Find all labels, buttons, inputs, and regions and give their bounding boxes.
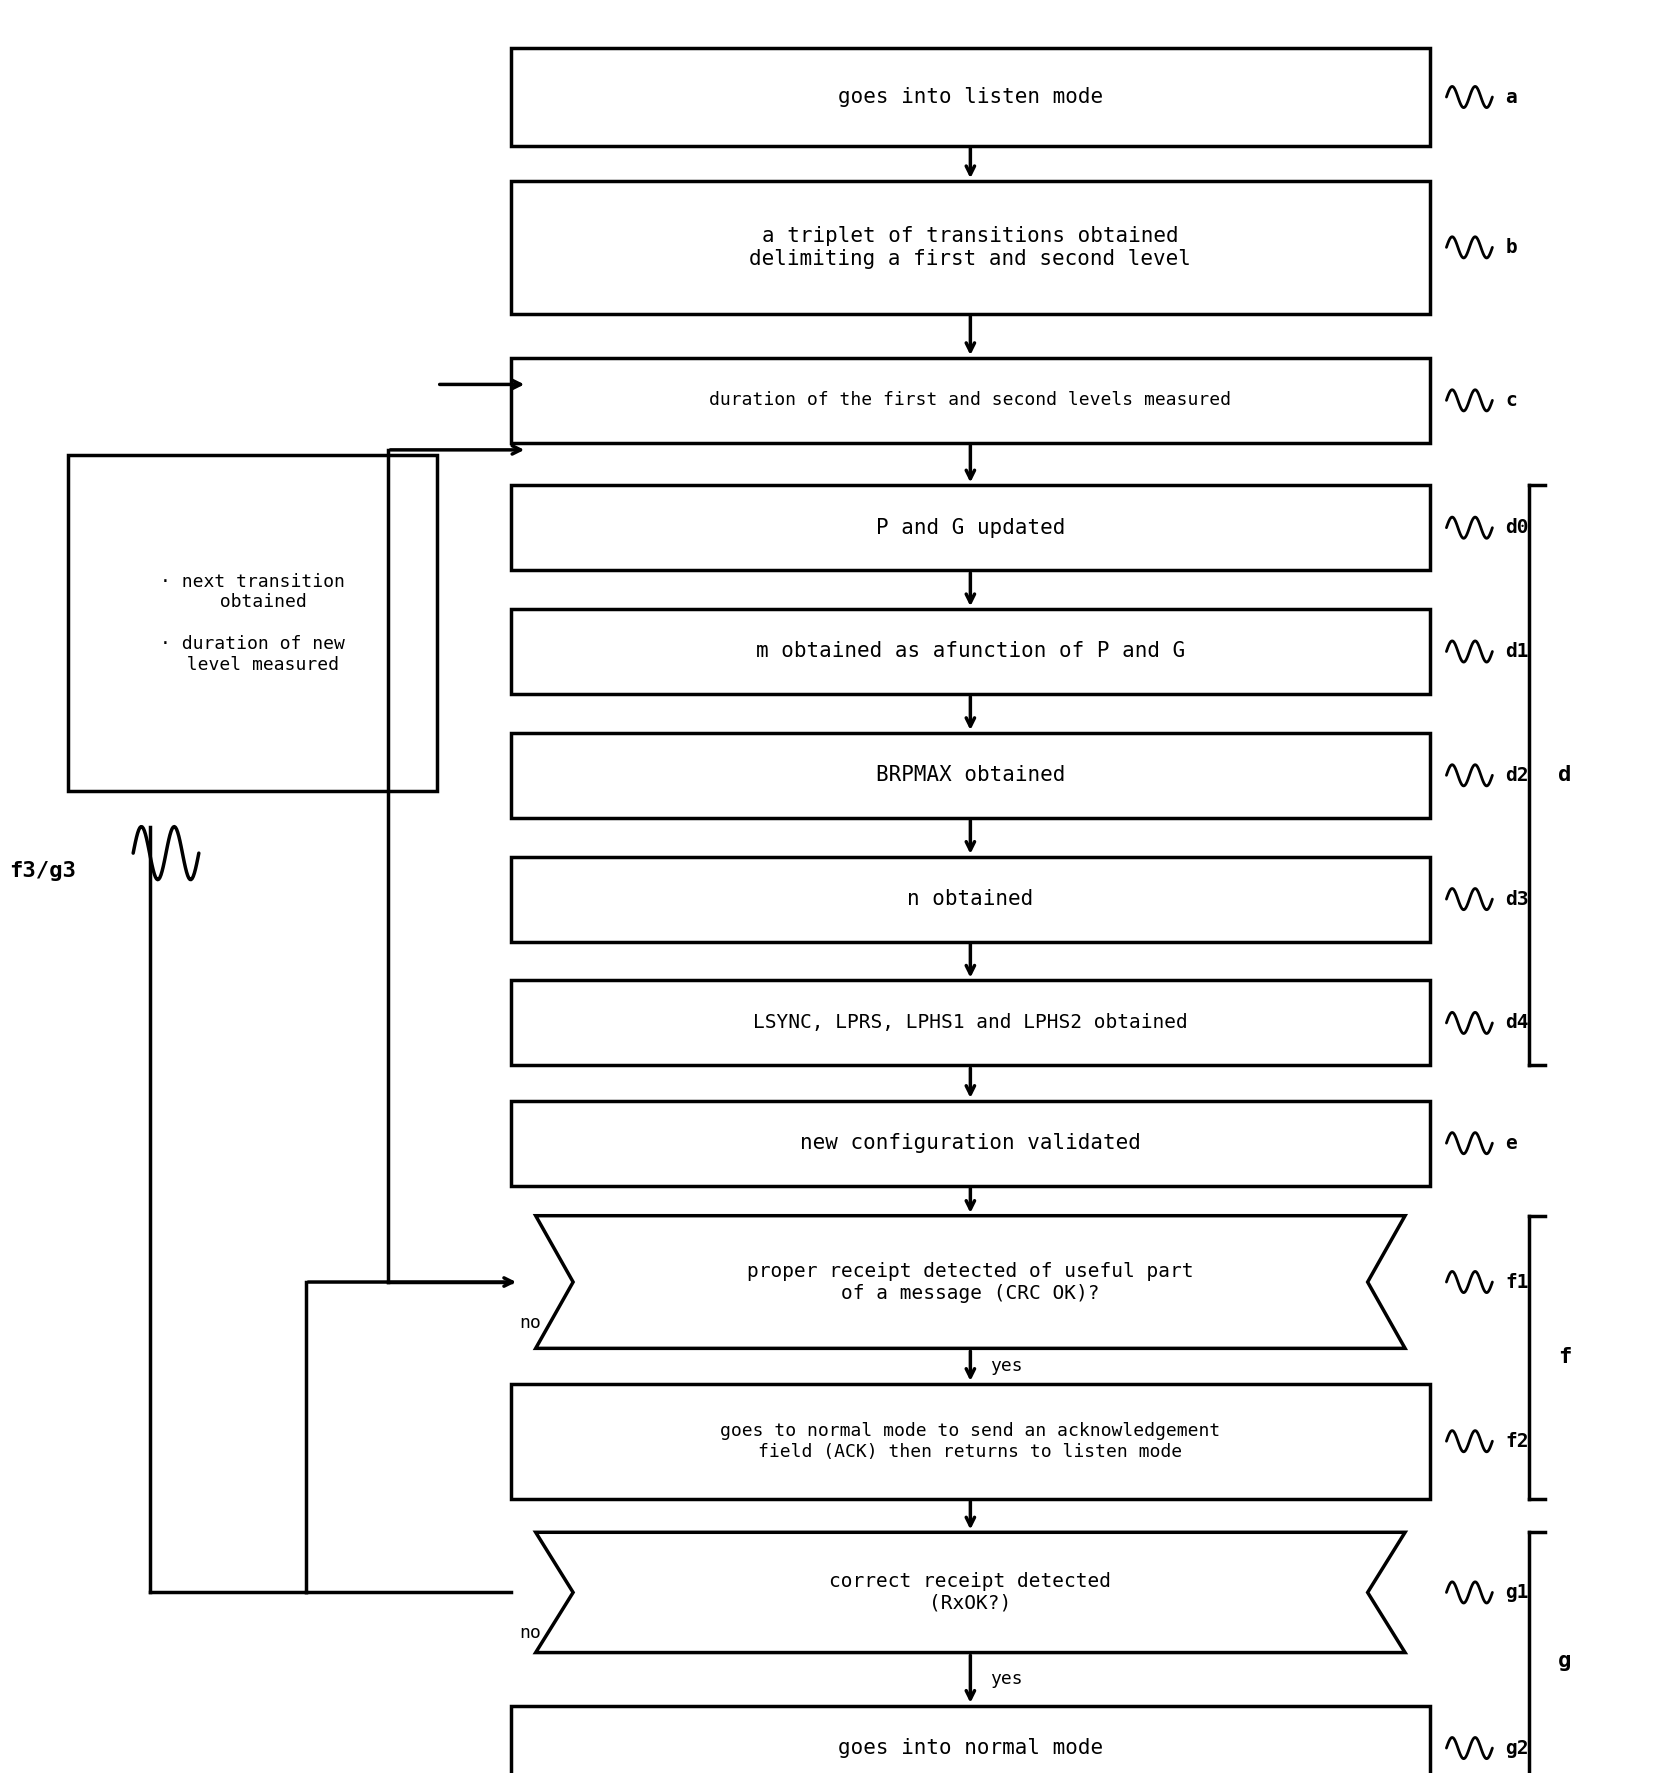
FancyBboxPatch shape	[511, 981, 1429, 1066]
Text: no: no	[519, 1624, 541, 1642]
Text: d3: d3	[1506, 890, 1529, 908]
Text: proper receipt detected of useful part
of a message (CRC OK)?: proper receipt detected of useful part o…	[747, 1262, 1193, 1303]
FancyBboxPatch shape	[511, 610, 1429, 695]
Text: n obtained: n obtained	[907, 888, 1033, 910]
Polygon shape	[536, 1215, 1404, 1349]
Text: correct receipt detected
(RxOK?): correct receipt detected (RxOK?)	[829, 1573, 1112, 1614]
Text: goes into listen mode: goes into listen mode	[837, 87, 1103, 107]
Text: · next transition
  obtained

· duration of new
  level measured: · next transition obtained · duration of…	[160, 572, 344, 673]
Text: d1: d1	[1506, 641, 1529, 661]
Text: P and G updated: P and G updated	[875, 517, 1065, 538]
Text: d0: d0	[1506, 519, 1529, 537]
Polygon shape	[536, 1532, 1404, 1653]
Text: BRPMAX obtained: BRPMAX obtained	[875, 766, 1065, 785]
FancyBboxPatch shape	[511, 48, 1429, 146]
FancyBboxPatch shape	[511, 485, 1429, 570]
Text: b: b	[1506, 238, 1518, 258]
FancyBboxPatch shape	[511, 357, 1429, 442]
Text: f3/g3: f3/g3	[10, 860, 77, 881]
FancyBboxPatch shape	[511, 732, 1429, 817]
Text: d4: d4	[1506, 1013, 1529, 1032]
Text: duration of the first and second levels measured: duration of the first and second levels …	[709, 391, 1231, 409]
Text: goes to normal mode to send an acknowledgement
field (ACK) then returns to liste: goes to normal mode to send an acknowled…	[721, 1422, 1220, 1461]
Text: yes: yes	[990, 1358, 1023, 1375]
Text: m obtained as afunction of P and G: m obtained as afunction of P and G	[755, 641, 1185, 661]
Text: f2: f2	[1506, 1432, 1529, 1450]
Text: f: f	[1558, 1347, 1571, 1367]
Text: no: no	[519, 1313, 541, 1333]
Text: yes: yes	[990, 1670, 1023, 1688]
Text: g2: g2	[1506, 1738, 1529, 1757]
Text: new configuration validated: new configuration validated	[800, 1134, 1142, 1153]
Text: g: g	[1558, 1651, 1571, 1672]
Text: c: c	[1506, 391, 1518, 410]
FancyBboxPatch shape	[511, 181, 1429, 315]
FancyBboxPatch shape	[511, 1100, 1429, 1185]
Text: goes into normal mode: goes into normal mode	[837, 1738, 1103, 1757]
FancyBboxPatch shape	[511, 1384, 1429, 1498]
Text: g1: g1	[1506, 1583, 1529, 1601]
Text: a triplet of transitions obtained
delimiting a first and second level: a triplet of transitions obtained delimi…	[749, 226, 1191, 268]
Text: e: e	[1506, 1134, 1518, 1153]
Text: f1: f1	[1506, 1272, 1529, 1292]
FancyBboxPatch shape	[68, 455, 438, 791]
FancyBboxPatch shape	[511, 1706, 1429, 1777]
Text: a: a	[1506, 87, 1518, 107]
Text: d2: d2	[1506, 766, 1529, 785]
Text: LSYNC, LPRS, LPHS1 and LPHS2 obtained: LSYNC, LPRS, LPHS1 and LPHS2 obtained	[754, 1013, 1188, 1032]
FancyBboxPatch shape	[511, 857, 1429, 942]
Text: d: d	[1558, 766, 1571, 785]
